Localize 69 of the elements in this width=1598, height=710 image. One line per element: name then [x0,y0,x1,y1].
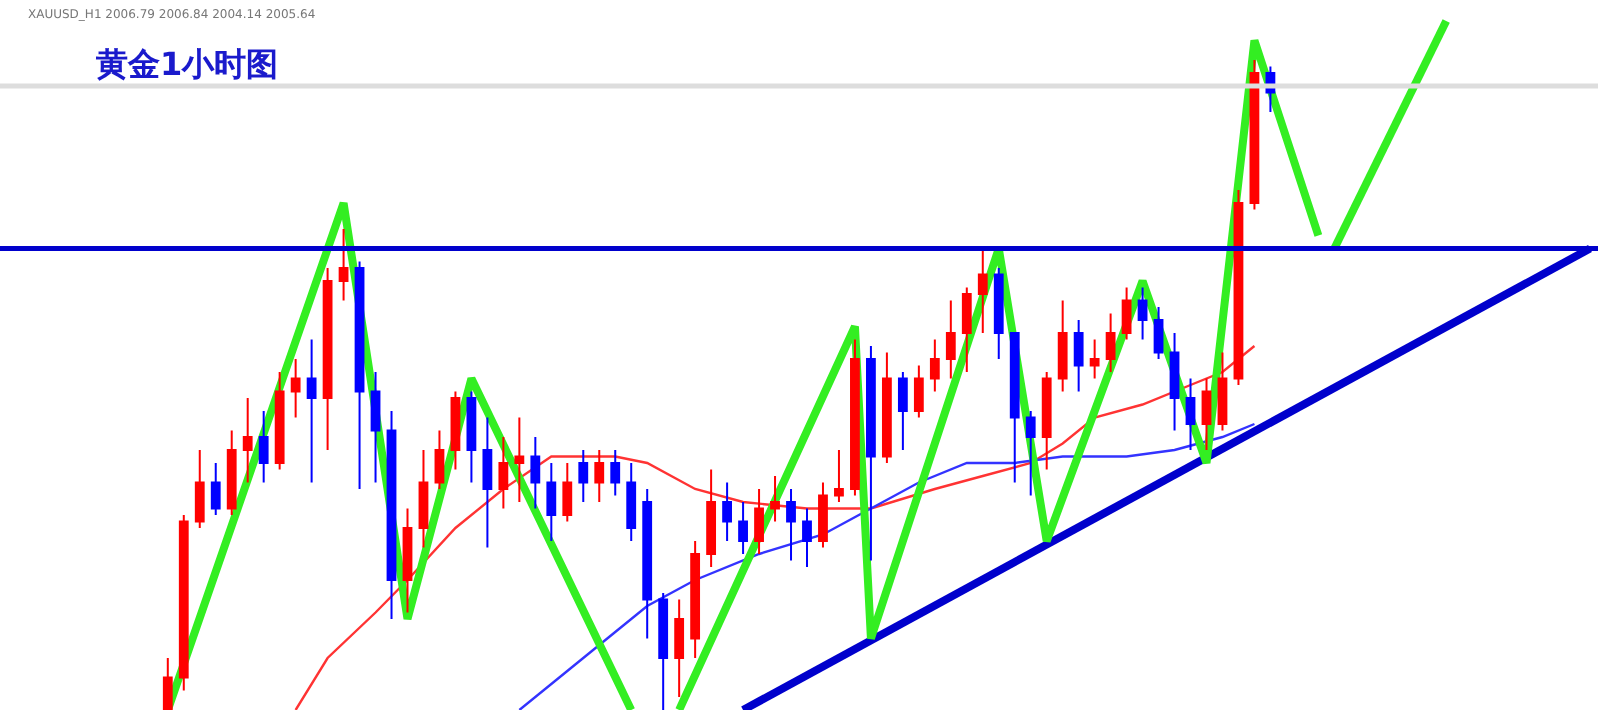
candlestick [945,299,956,380]
candlestick [1073,319,1084,393]
candlestick [1153,306,1164,360]
candlestick [1137,286,1148,341]
candlestick [674,598,685,698]
candlestick [322,267,333,451]
candlestick [610,449,621,497]
candlestick [706,468,717,568]
candlestick [274,371,285,471]
candlestick [866,345,876,562]
candlestick [354,260,365,490]
chart-title: 黄金1小时图 [93,45,279,84]
candlestick [1009,332,1020,484]
candlestick [642,488,653,640]
candlestick [194,449,205,529]
candlestick [530,436,541,510]
candlestick [306,338,317,484]
candlestick [402,507,413,614]
candlestick [1057,299,1068,393]
candlestick [690,540,701,659]
candlestick [450,390,461,471]
candlestick [658,592,669,710]
candlestick [818,481,828,549]
candlestick [913,364,924,419]
candlestick [258,410,269,484]
candlestick [242,397,253,484]
candlestick [1233,189,1244,386]
candlestick [1041,371,1052,471]
candlestick [738,501,748,555]
candlestick [162,657,173,710]
candlestick [290,358,301,419]
candlestick [850,338,860,497]
candlestick [722,481,732,542]
candlestick [897,371,908,451]
candlestick [418,449,429,549]
candlestick [1217,351,1228,432]
candlestick [546,462,557,542]
candlestick [226,429,237,516]
candlestick [961,286,972,373]
candlestick [802,507,812,568]
candlestick [434,429,445,490]
candlestick [338,228,349,302]
candlestick [834,449,844,503]
candlestick [754,488,764,555]
candlestick [1121,286,1132,341]
candlestick [594,449,605,503]
candlestick [466,390,477,484]
candlestick [1169,332,1180,432]
candlestick [1025,410,1036,497]
candlestick [1105,312,1116,373]
candlestick [178,514,189,692]
candlestick [386,410,397,620]
candlestick [210,462,221,516]
candlestick [514,416,525,503]
candlestick [370,371,381,484]
candlestick [977,247,988,334]
candlestick [482,416,493,549]
candlestick [929,338,940,393]
candlestick [1089,338,1100,380]
candlestick [881,351,892,464]
candlestick [578,449,589,503]
candlestick [1201,377,1212,451]
candlestick [770,475,780,523]
candlestick [993,267,1004,360]
candlestick [562,462,573,523]
candlestick [498,436,509,510]
candlestick [626,462,637,542]
candlestick [786,488,796,562]
candlestick [1185,377,1196,451]
